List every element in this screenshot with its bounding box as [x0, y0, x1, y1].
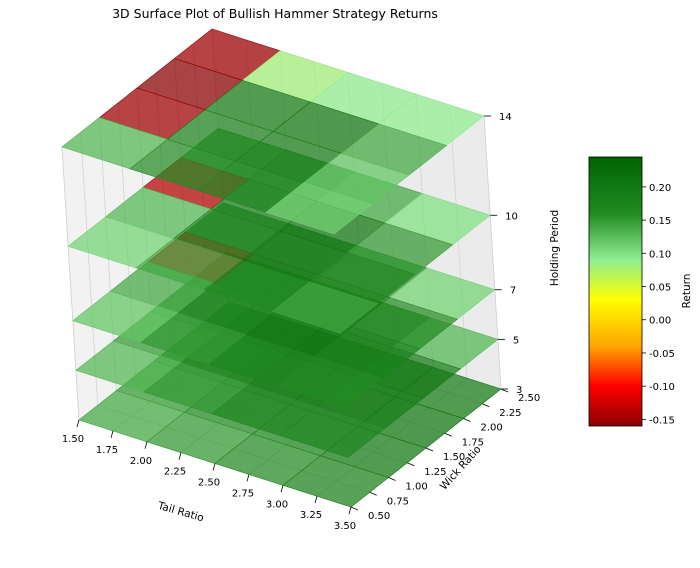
y-tick [444, 432, 452, 437]
x-tick [280, 485, 284, 493]
x-tick-label: 2.75 [232, 488, 254, 499]
y-tick-label: 1.25 [424, 467, 446, 478]
colorbar: -0.15 -0.10 -0.05 0.00 0.05 0.10 0.15 0.20 Retu… [588, 156, 693, 427]
z-tick-label: 7 [510, 286, 516, 297]
x-tick-label: 1.75 [96, 445, 118, 456]
surface-layers [61, 28, 502, 508]
x-tick-label: 2.00 [130, 456, 152, 467]
x-tick-label: 3.50 [334, 521, 356, 532]
x-tick-label: 2.25 [164, 467, 186, 478]
z-tick-label: 14 [499, 112, 512, 123]
x-tick-label: 3.00 [266, 499, 288, 510]
y-tick-label: 0.75 [387, 496, 409, 507]
grid-line [483, 115, 502, 390]
x-tick [212, 463, 216, 471]
y-tick [425, 447, 434, 452]
colorbar-tick-label: 0.00 [649, 316, 671, 327]
surface-cell [279, 405, 387, 458]
surface-cell [276, 356, 383, 409]
x-tick [144, 441, 148, 449]
z-tick-label: 3 [516, 385, 522, 396]
y-tick [482, 403, 490, 408]
x-tick [110, 430, 114, 438]
y-tick-label: 2.25 [499, 408, 521, 419]
surface-cell [271, 281, 379, 334]
surface-cell [265, 182, 373, 235]
x-tick [246, 474, 250, 482]
y-tick [463, 418, 471, 422]
grid-line [61, 146, 80, 421]
x-tick [348, 506, 352, 515]
z-tick-label: 10 [505, 211, 518, 222]
colorbar-label: Return [681, 274, 693, 309]
y-tick-label: 2.50 [518, 393, 540, 404]
colorbar-tick-label: 0.10 [649, 249, 671, 260]
x-tick [314, 496, 318, 504]
y-tick-label: 1.50 [443, 452, 465, 463]
colorbar-tick-label: 0.05 [649, 283, 671, 294]
z-tick-label: 5 [513, 335, 519, 346]
y-tick-label: 1.00 [406, 482, 428, 493]
x-tick [178, 452, 182, 460]
y-tick-label: 0.50 [368, 511, 390, 522]
colorbar-ticks: -0.15 -0.10 -0.05 0.00 0.05 0.10 0.15 0.20 [642, 183, 675, 426]
x-tick-label: 3.25 [300, 510, 322, 521]
y-tick [388, 477, 396, 481]
colorbar-tick-label: -0.05 [649, 349, 675, 360]
x-tick-label: 2.50 [198, 478, 220, 489]
y-tick-label: 1.75 [462, 437, 484, 448]
surface-layer-14 [61, 28, 485, 235]
colorbar-tick-label: -0.15 [649, 415, 675, 426]
x-tick [76, 419, 80, 428]
z-axis-label: Holding Period [549, 210, 561, 286]
axis-ticks: 1.50 1.75 2.00 2.25 2.50 2.75 3.00 3.25 3.50 0.50… [62, 112, 540, 532]
colorbar-gradient [588, 156, 643, 427]
chart-title: 3D Surface Plot of Bullish Hammer Strate… [112, 6, 438, 21]
colorbar-tick-label: -0.10 [649, 382, 675, 393]
x-axis-label: Tail Ratio [156, 500, 206, 525]
colorbar-tick-label: 0.20 [649, 183, 671, 194]
colorbar-tick-label: 0.15 [649, 216, 671, 227]
x-tick-label: 1.50 [62, 434, 84, 445]
y-tick [369, 491, 377, 496]
y-tick-label: 2.00 [481, 423, 503, 434]
y-tick [350, 506, 359, 511]
y-tick [500, 388, 509, 393]
y-tick [407, 462, 415, 467]
